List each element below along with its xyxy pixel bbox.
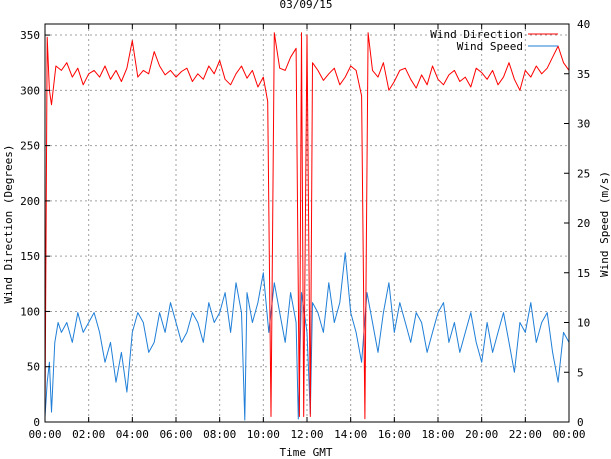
y-axis-label-left: Wind Direction (Degrees) <box>2 145 15 304</box>
legend-label-wind-direction: Wind Direction <box>430 28 523 41</box>
y-tick-label-right: 35 <box>577 68 590 81</box>
y-tick-label-left: 300 <box>20 84 40 97</box>
y-axis-label-right: Wind Speed (m/s) <box>598 171 611 277</box>
y-tick-label-right: 5 <box>577 366 584 379</box>
y-tick-label-left: 50 <box>27 361 40 374</box>
x-tick-label: 08:00 <box>203 428 236 441</box>
y-tick-label-left: 350 <box>20 29 40 42</box>
chart-title: 03/09/15 <box>280 0 333 11</box>
y-tick-label-right: 10 <box>577 317 590 330</box>
x-tick-label: 00:00 <box>552 428 585 441</box>
y-tick-label-left: 0 <box>33 416 40 429</box>
x-tick-label: 10:00 <box>247 428 280 441</box>
x-tick-label: 00:00 <box>28 428 61 441</box>
y-tick-label-left: 250 <box>20 140 40 153</box>
x-tick-label: 14:00 <box>334 428 367 441</box>
y-tick-label-left: 100 <box>20 305 40 318</box>
x-tick-label: 18:00 <box>421 428 454 441</box>
x-tick-label: 16:00 <box>378 428 411 441</box>
y-tick-label-right: 40 <box>577 18 590 31</box>
legend-label-wind-speed: Wind Speed <box>457 40 523 53</box>
x-tick-label: 04:00 <box>116 428 149 441</box>
x-tick-label: 20:00 <box>465 428 498 441</box>
y-tick-label-left: 150 <box>20 250 40 263</box>
x-axis-label: Time GMT <box>280 446 333 459</box>
x-tick-label: 12:00 <box>290 428 323 441</box>
y-tick-label-left: 200 <box>20 195 40 208</box>
x-tick-label: 22:00 <box>509 428 542 441</box>
x-tick-label: 02:00 <box>72 428 105 441</box>
x-tick-label: 06:00 <box>159 428 192 441</box>
axis-ticks: 00:00 02:00 04:00 06:00 08:00 10:00 12:00 14:00… <box>20 18 590 441</box>
y-tick-label-right: 30 <box>577 118 590 131</box>
grid-lines <box>45 24 569 422</box>
legend: Wind Direction Wind Speed <box>430 28 558 53</box>
y-tick-label-right: 25 <box>577 167 590 180</box>
series-line-wind-speed <box>44 252 570 421</box>
series-lines <box>44 32 570 421</box>
series-line-wind-direction <box>44 32 570 420</box>
y-tick-label-right: 15 <box>577 267 590 280</box>
y-tick-label-right: 0 <box>577 416 584 429</box>
y-tick-label-right: 20 <box>577 217 590 230</box>
